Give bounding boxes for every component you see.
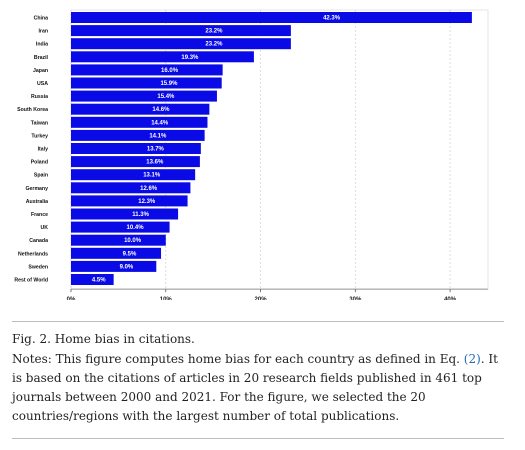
caption-bottom-divider: [12, 438, 504, 439]
data-label: 16.0%: [161, 68, 179, 74]
x-tick-label: 30%: [349, 297, 362, 300]
bar-russia: [71, 90, 217, 102]
data-label: 19.3%: [181, 55, 199, 61]
category-label: South Korea: [17, 107, 48, 113]
bar-brazil: [71, 51, 254, 63]
category-label: Taiwan: [31, 120, 48, 126]
category-label: UK: [41, 225, 49, 231]
data-label: 15.9%: [160, 81, 178, 87]
category-label: Rest of World: [14, 278, 48, 284]
bar-iran: [71, 25, 291, 37]
category-label: USA: [37, 81, 48, 87]
bar-japan: [71, 64, 223, 76]
category-label: Russia: [31, 94, 48, 100]
data-label: 23.2%: [205, 42, 223, 48]
x-tick-label: 20%: [255, 297, 268, 300]
bar-china: [71, 12, 472, 23]
bar-sweden: [71, 260, 157, 272]
x-tick-label: 10%: [160, 297, 173, 300]
bar-usa: [71, 77, 222, 89]
bar-australia: [71, 195, 188, 207]
data-label: 4.5%: [92, 278, 106, 284]
data-label: 11.3%: [132, 212, 149, 218]
figure-caption-notes: Notes: This figure computes home bias fo…: [12, 350, 504, 426]
data-label: 10.0%: [124, 238, 142, 244]
data-label: 9.5%: [123, 251, 137, 257]
category-label: France: [31, 212, 48, 218]
category-label: Japan: [33, 68, 48, 74]
notes-text-start: Notes: This figure computes home bias fo…: [12, 352, 464, 366]
bar-taiwan: [71, 116, 208, 128]
data-label: 13.6%: [146, 160, 164, 166]
data-label: 14.6%: [152, 107, 170, 113]
home-bias-bar-chart: 0% 10% 20% 30% 40% China 42.3% Iran 23.2% India 23…: [14, 9, 489, 300]
category-label: Spain: [34, 173, 48, 179]
notes-text-end: . It is based on the citations of articl…: [12, 352, 498, 423]
category-label: Brazil: [34, 55, 49, 61]
category-label: Turkey: [31, 133, 48, 139]
caption-top-divider: [12, 321, 504, 322]
bar-canada: [71, 234, 166, 246]
figure-caption-title: Fig. 2. Home bias in citations.: [12, 332, 195, 346]
x-tick-label: 0%: [67, 297, 76, 300]
bar-rest-of-world: [71, 274, 114, 285]
data-label: 14.4%: [151, 120, 169, 126]
data-label: 10.4%: [127, 225, 145, 231]
category-label: Netherlands: [18, 251, 48, 257]
data-label: 23.2%: [205, 29, 223, 35]
bar-france: [71, 208, 179, 220]
category-label: Canada: [29, 238, 48, 244]
data-label: 14.1%: [149, 133, 167, 139]
x-tick-label: 40%: [444, 297, 457, 300]
data-label: 13.7%: [147, 147, 165, 153]
data-label: 13.1%: [143, 173, 161, 179]
bar-spain: [71, 169, 196, 181]
category-label: India: [36, 42, 48, 48]
category-label: China: [34, 16, 49, 22]
category-label: Iran: [38, 29, 48, 35]
data-label: 15.4%: [157, 94, 175, 100]
category-label: Poland: [31, 160, 48, 166]
category-label: Sweden: [28, 264, 48, 270]
bar-turkey: [71, 129, 205, 141]
bar-germany: [71, 182, 191, 194]
bar-poland: [71, 156, 200, 168]
bar-south-korea: [71, 103, 210, 115]
bar-india: [71, 38, 291, 50]
data-label: 12.3%: [138, 199, 156, 205]
category-label: Australia: [26, 199, 48, 205]
category-label: Italy: [38, 147, 48, 153]
bar-uk: [71, 221, 170, 233]
category-label: Germany: [26, 186, 49, 192]
data-label: 12.6%: [140, 186, 158, 192]
data-label: 9.0%: [120, 264, 134, 270]
data-label: 42.3%: [323, 16, 341, 22]
bar-italy: [71, 143, 201, 154]
equation-reference-link[interactable]: (2): [463, 352, 481, 366]
bar-netherlands: [71, 247, 162, 259]
